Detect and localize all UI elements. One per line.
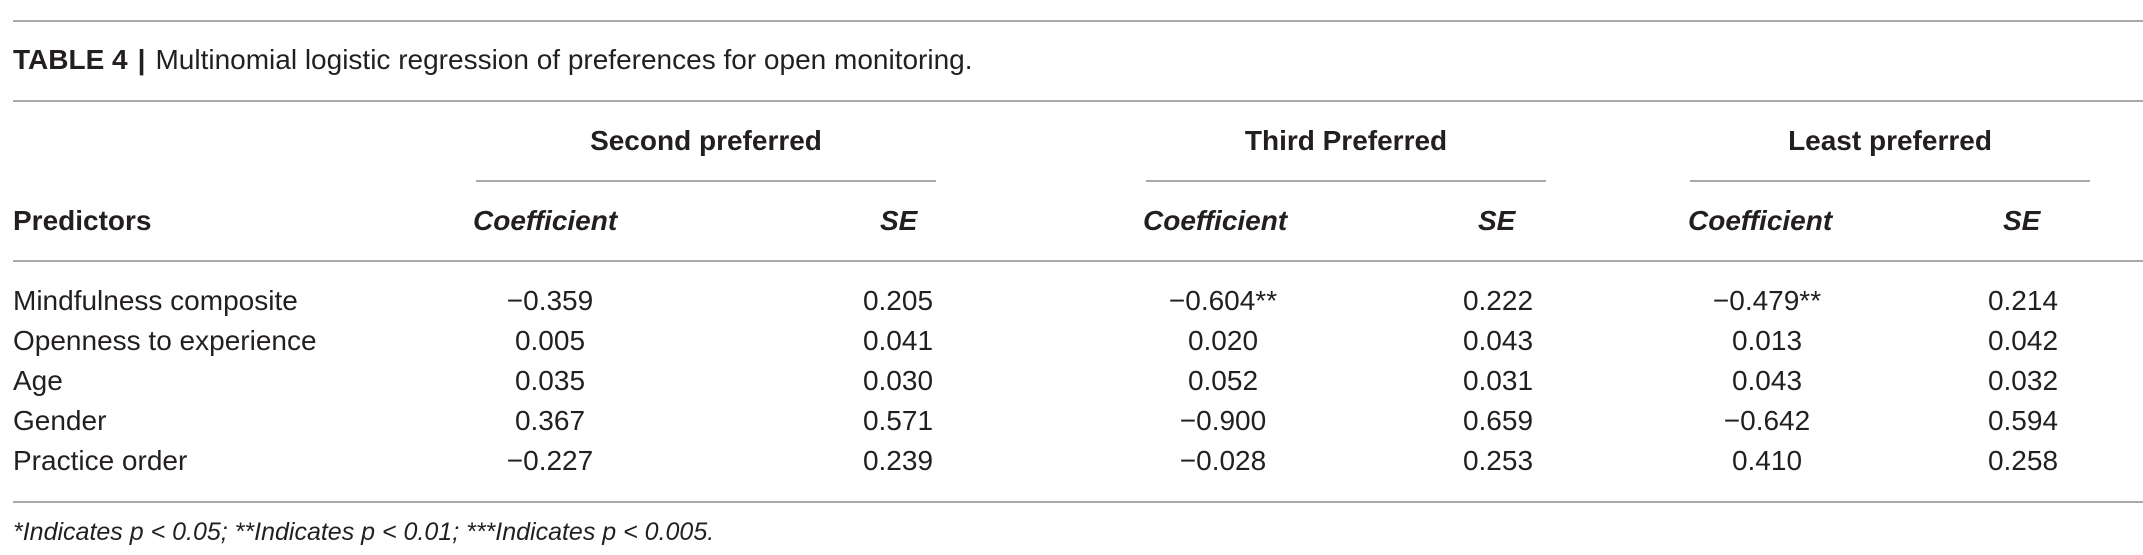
table-cell: −0.604**: [1168, 285, 1278, 316]
table-cell: 0.410: [1731, 445, 1803, 476]
caption-rule: [13, 100, 2143, 102]
subheader-se-third: SE: [1478, 205, 1516, 236]
top-rule: [13, 20, 2143, 22]
table-cell: 0.258: [1987, 445, 2059, 476]
group-rule-second: [476, 180, 936, 182]
bottom-rule: [13, 501, 2143, 503]
table-cell: 0.013: [1731, 325, 1803, 356]
table-cell: 0.042: [1987, 325, 2059, 356]
table-cell: −0.479**: [1712, 285, 1822, 316]
group-header-second-preferred: Second preferred: [590, 125, 822, 156]
table-cell: 0.239: [862, 445, 934, 476]
table-cell: 0.594: [1987, 405, 2059, 436]
caption-separator: |: [137, 44, 146, 75]
table-cell: 0.253: [1462, 445, 1534, 476]
group-rule-least: [1690, 180, 2090, 182]
table-cell: 0.030: [862, 365, 934, 396]
subheader-se-least: SE: [2003, 205, 2041, 236]
table-cell: 0.032: [1987, 365, 2059, 396]
table-cell: 0.041: [862, 325, 934, 356]
table-cell: 0.222: [1462, 285, 1534, 316]
table-footnote: *Indicates p < 0.05; **Indicates p < 0.0…: [13, 518, 715, 546]
header-rule: [13, 260, 2143, 262]
table-cell: 0.659: [1462, 405, 1534, 436]
predictor-label: Openness to experience: [13, 325, 317, 356]
table-cell: 0.052: [1187, 365, 1259, 396]
table-title: Multinomial logistic regression of prefe…: [155, 44, 973, 75]
table-cell: 0.035: [514, 365, 586, 396]
table-cell: 0.214: [1987, 285, 2059, 316]
group-header-third-preferred: Third Preferred: [1244, 125, 1448, 156]
predictor-label: Age: [13, 365, 63, 396]
table-cell: 0.367: [514, 405, 586, 436]
table-cell: −0.642: [1723, 405, 1811, 436]
table-cell: −0.359: [506, 285, 594, 316]
table-cell: 0.571: [862, 405, 934, 436]
table-cell: 0.043: [1731, 365, 1803, 396]
table-label: TABLE 4: [13, 44, 128, 75]
table-cell: 0.043: [1462, 325, 1534, 356]
predictor-label: Practice order: [13, 445, 188, 476]
group-rule-third: [1146, 180, 1546, 182]
table-cell: −0.028: [1179, 445, 1267, 476]
table-cell: 0.031: [1462, 365, 1534, 396]
subheader-coefficient-least: Coefficient: [1688, 205, 1833, 236]
subheader-coefficient-third: Coefficient: [1143, 205, 1288, 236]
group-header-least-preferred: Least preferred: [1788, 125, 1992, 156]
row-header-predictors: Predictors: [13, 205, 152, 236]
subheader-se-second: SE: [880, 205, 918, 236]
table-cell: −0.900: [1179, 405, 1267, 436]
table-cell: 0.205: [862, 285, 934, 316]
table-caption: TABLE 4 | Multinomial logistic regression …: [13, 44, 973, 76]
table-cell: 0.005: [514, 325, 586, 356]
subheader-coefficient-second: Coefficient: [473, 205, 618, 236]
table-cell: 0.020: [1187, 325, 1259, 356]
table-cell: −0.227: [506, 445, 594, 476]
predictor-label: Gender: [13, 405, 107, 436]
predictor-label: Mindfulness composite: [13, 285, 298, 316]
